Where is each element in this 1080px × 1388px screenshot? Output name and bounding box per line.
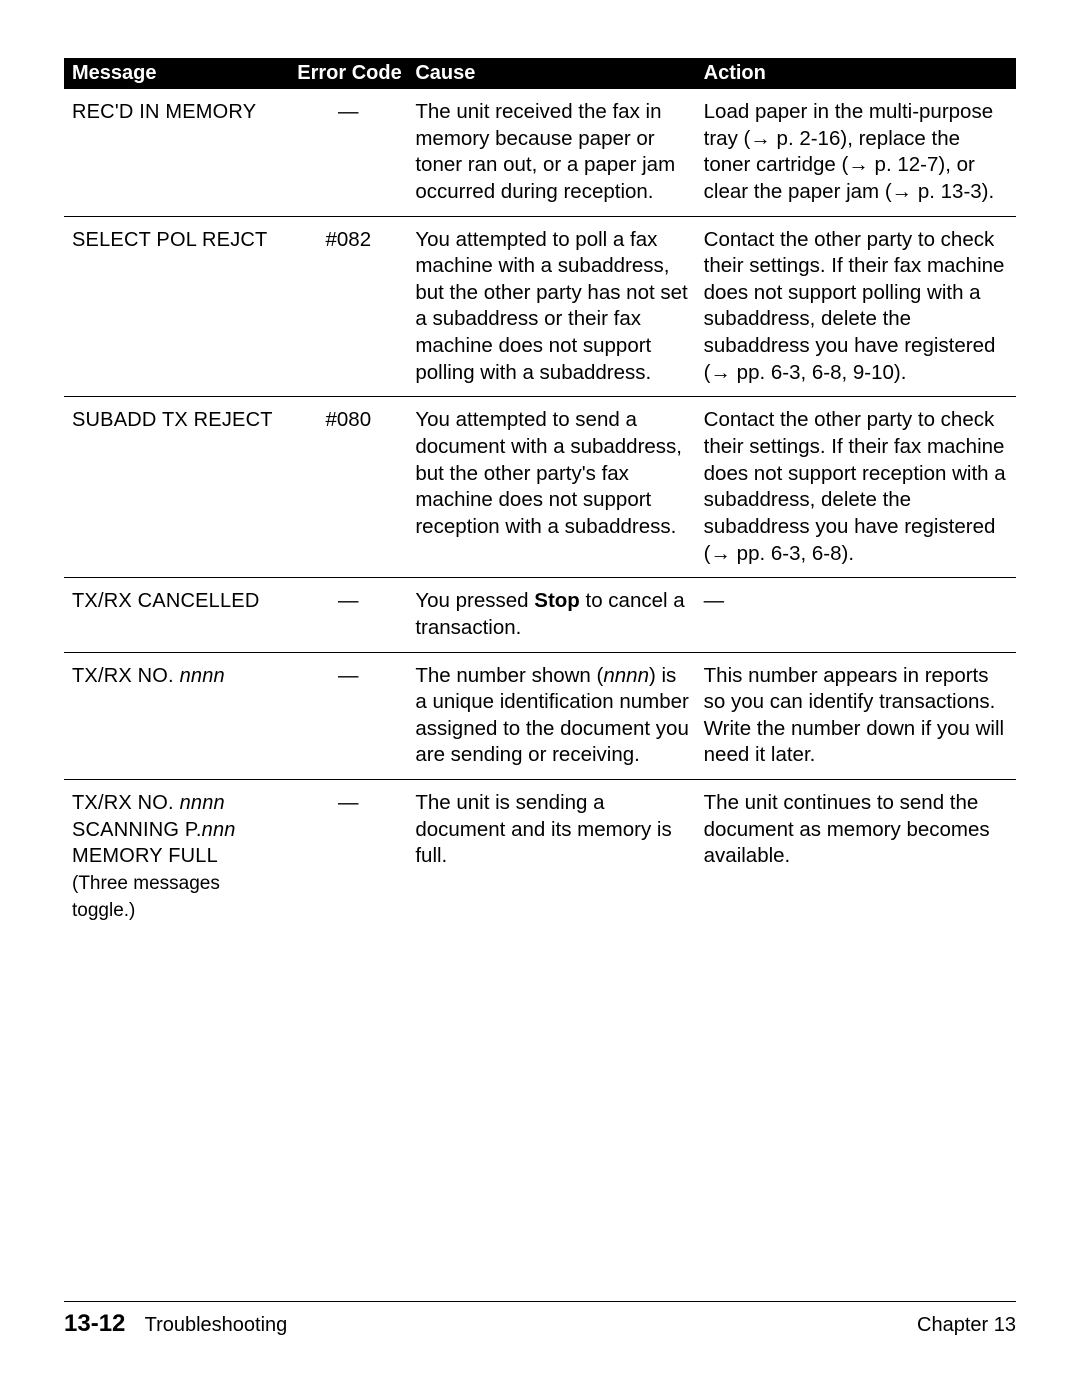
error-table: Message Error Code Cause Action REC'D IN…	[64, 58, 1016, 933]
cell-message: SELECT POL REJCT	[64, 216, 289, 397]
cell-error-code: —	[289, 652, 407, 780]
header-code: Error Code	[289, 58, 407, 89]
cell-cause: The number shown (nnnn) is a unique iden…	[407, 652, 695, 780]
cell-message: TX/RX NO. nnnnSCANNING P.nnnMEMORY FULL(…	[64, 780, 289, 934]
cell-error-code: #080	[289, 397, 407, 578]
message-table: Message Error Code Cause Action REC'D IN…	[64, 58, 1016, 933]
table-row: TX/RX NO. nnnnSCANNING P.nnnMEMORY FULL(…	[64, 780, 1016, 934]
table-row: SELECT POL REJCT#082You attempted to pol…	[64, 216, 1016, 397]
table-row: REC'D IN MEMORY—The unit received the fa…	[64, 89, 1016, 216]
cell-message: TX/RX NO. nnnn	[64, 652, 289, 780]
cell-action: Contact the other party to check their s…	[696, 216, 1016, 397]
cell-error-code: —	[289, 89, 407, 216]
table-row: TX/RX CANCELLED—You pressed Stop to canc…	[64, 578, 1016, 652]
cell-action: Contact the other party to check their s…	[696, 397, 1016, 578]
cell-cause: The unit received the fax in memory beca…	[407, 89, 695, 216]
cell-error-code: —	[289, 780, 407, 934]
cell-message: REC'D IN MEMORY	[64, 89, 289, 216]
footer-chapter: Chapter 13	[917, 1314, 1016, 1337]
cell-error-code: #082	[289, 216, 407, 397]
table-row: SUBADD TX REJECT#080You attempted to sen…	[64, 397, 1016, 578]
footer-section: Troubleshooting	[145, 1314, 288, 1336]
page-footer: 13-12 Troubleshooting Chapter 13	[64, 1301, 1016, 1338]
footer-left: 13-12 Troubleshooting	[64, 1310, 287, 1338]
cell-message: TX/RX CANCELLED	[64, 578, 289, 652]
header-cause: Cause	[407, 58, 695, 89]
cell-cause: The unit is sending a document and its m…	[407, 780, 695, 934]
cell-cause: You pressed Stop to cancel a transaction…	[407, 578, 695, 652]
cell-error-code: —	[289, 578, 407, 652]
header-message: Message	[64, 58, 289, 89]
cell-message: SUBADD TX REJECT	[64, 397, 289, 578]
cell-action: —	[696, 578, 1016, 652]
footer-page: 13-12	[64, 1310, 125, 1337]
cell-cause: You attempted to poll a fax machine with…	[407, 216, 695, 397]
cell-action: This number appears in reports so you ca…	[696, 652, 1016, 780]
header-action: Action	[696, 58, 1016, 89]
cell-action: The unit continues to send the document …	[696, 780, 1016, 934]
cell-action: Load paper in the multi-purpose tray (→ …	[696, 89, 1016, 216]
header-row: Message Error Code Cause Action	[64, 58, 1016, 89]
table-row: TX/RX NO. nnnn—The number shown (nnnn) i…	[64, 652, 1016, 780]
cell-cause: You attempted to send a document with a …	[407, 397, 695, 578]
